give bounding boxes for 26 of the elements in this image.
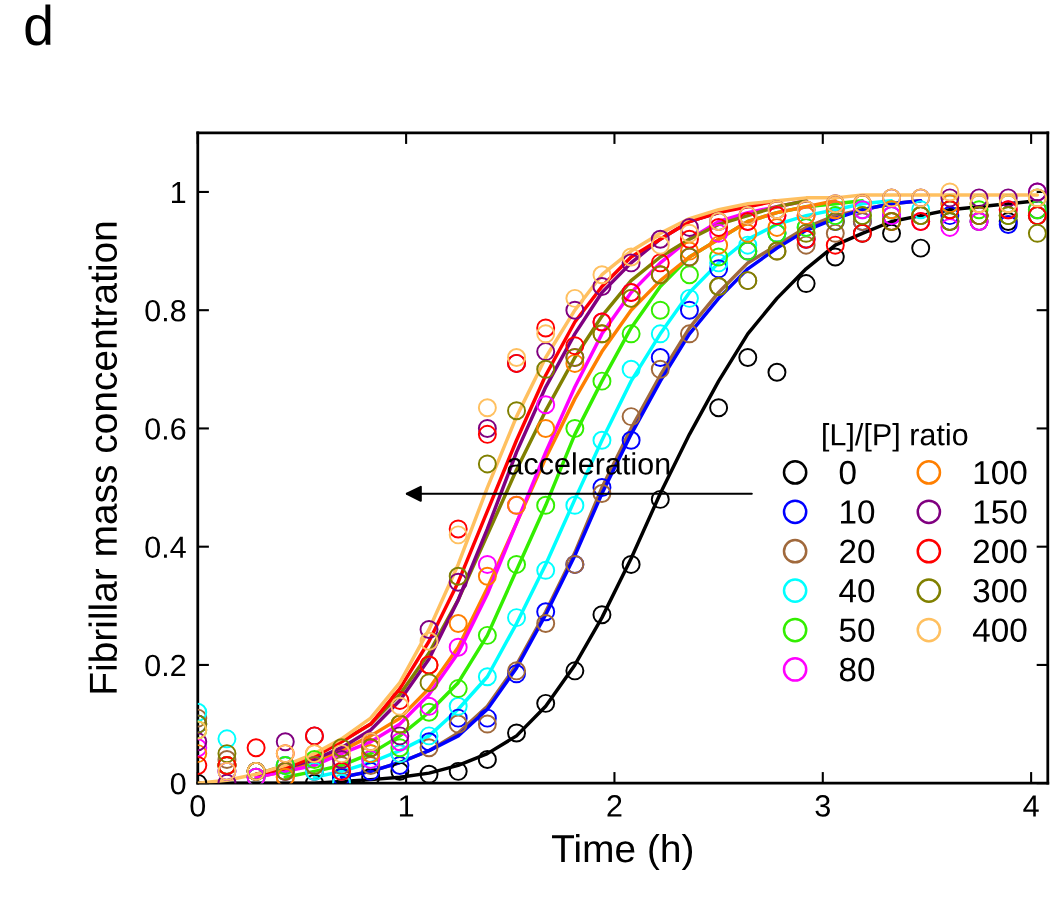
- x-tick-label: 0: [190, 795, 206, 817]
- x-tick-label: 3: [815, 795, 830, 817]
- x-tick-label: 2: [607, 795, 622, 817]
- legend-label: 20: [840, 539, 875, 564]
- y-tick-label: 1: [172, 181, 186, 204]
- legend-label: 10: [840, 500, 875, 524]
- legend-label: 200: [973, 539, 1027, 564]
- x-axis-title: Time (h): [552, 833, 693, 871]
- x-tick-label: 1: [399, 795, 414, 817]
- y-tick-label: 0.4: [145, 536, 186, 559]
- legend-label: 80: [839, 657, 875, 682]
- x-tick-label: 4: [1023, 795, 1039, 817]
- chart-title: d: [25, 4, 51, 46]
- legend-label: 40: [839, 579, 875, 603]
- legend-label: 50: [839, 618, 875, 643]
- y-tick-label: 0.8: [145, 299, 186, 322]
- y-axis-title: Fibrillar mass concentration: [88, 222, 118, 693]
- y-tick-label: 0.2: [145, 654, 186, 677]
- y-tick-label: 0.6: [145, 418, 186, 440]
- legend-label: 100: [974, 460, 1027, 485]
- legend-label: 400: [972, 618, 1027, 643]
- legend-label: 0: [839, 460, 856, 485]
- legend-label: 300: [973, 579, 1027, 603]
- legend-label: 150: [974, 500, 1027, 524]
- legend-title: [L]/[P] ratio: [823, 423, 968, 452]
- y-tick-label: 0: [170, 772, 186, 795]
